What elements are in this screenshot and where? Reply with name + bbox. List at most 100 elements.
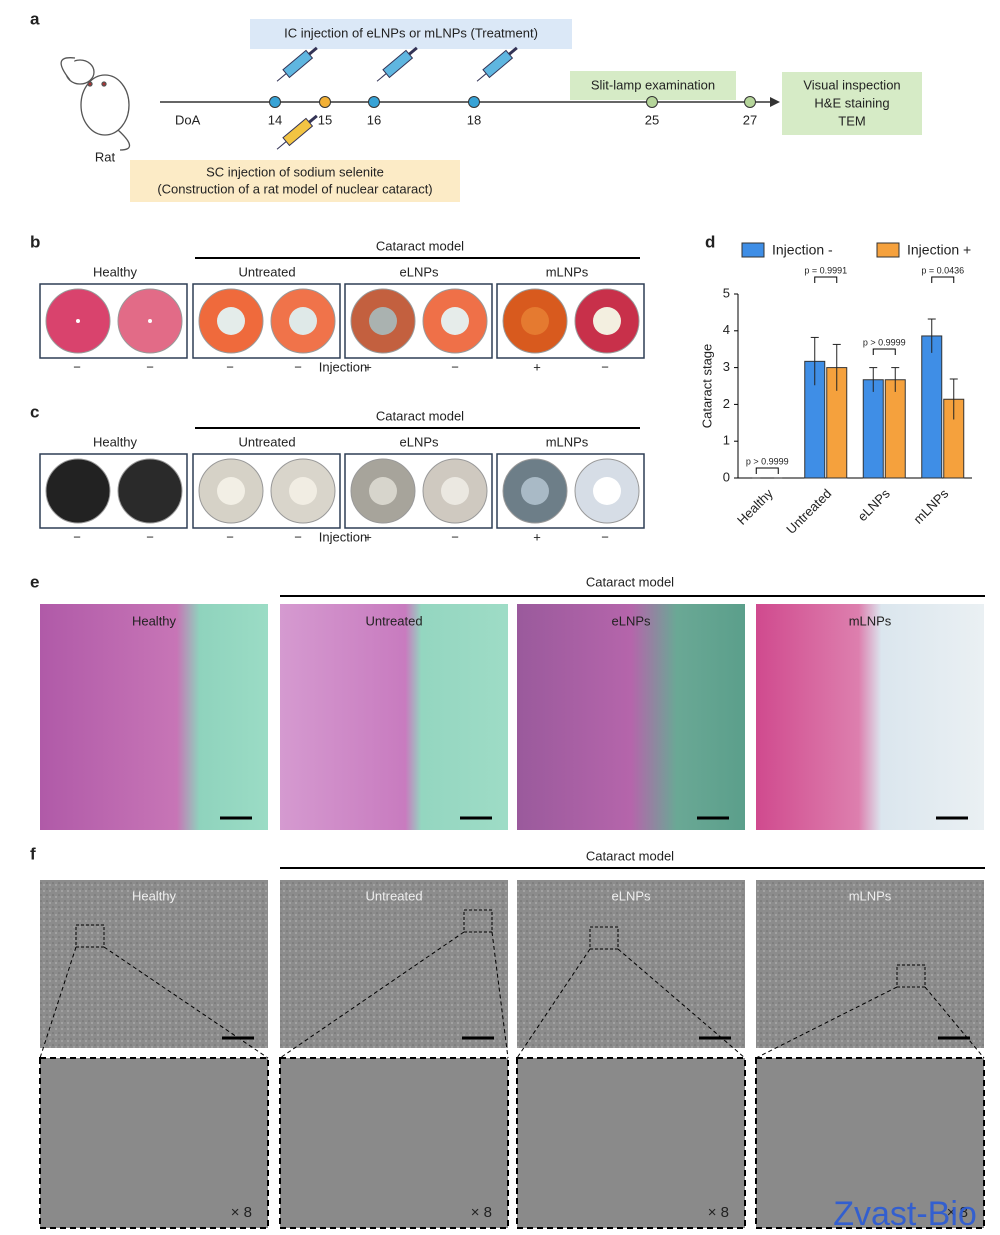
panel-d: d 0 1 2 3 4 5 Cataract stage Injection - Injecti… [699,232,972,537]
panel-label: a [30,9,40,28]
label-box [570,71,736,100]
column-label: mLNPs [849,888,892,903]
p-value: p > 0.9999 [863,337,906,347]
syringe-icon [276,114,318,150]
lens [289,477,317,505]
injection-sign: − [451,529,459,544]
x-tick-label: mLNPs [911,486,952,527]
column-label: Untreated [365,888,422,903]
day-marker [646,96,658,108]
legend-label: Injection + [907,242,971,258]
syringe-icon [476,46,518,82]
syringe-needle [376,73,387,82]
day-label: 25 [645,112,659,127]
zoom-lines [755,986,985,1059]
endpoint: H&E staining [814,95,889,110]
y-tick-label: 0 [723,469,730,484]
arrowhead [770,97,780,107]
lens [76,319,80,323]
lens [217,477,245,505]
tem-image [40,880,268,1048]
he-image [756,604,984,830]
tem-zoom-image [516,1057,746,1229]
injection-sign: + [533,359,541,374]
group-label: Cataract model [376,238,464,253]
endpoint: TEM [838,113,865,128]
syringe-body [482,49,514,79]
x-tick-label: eLNPs [855,486,894,525]
y-axis-label: Cataract stage [699,344,714,429]
day-marker [319,96,331,108]
treatment-label: IC injection of eLNPs or mLNPs (Treatmen… [284,25,538,40]
sc-label: SC injection of sodium selenite [206,164,384,179]
significance-bracket [755,467,779,474]
label-box [250,19,572,49]
bar [884,379,906,479]
column-label: eLNPs [399,264,439,279]
syringe-needle [476,73,487,82]
injection-sign: − [294,359,302,374]
lens [521,307,549,335]
zoom-lines [39,946,269,1059]
y-tick-label: 1 [723,433,730,448]
injection-sign: − [73,529,81,544]
significance-bracket [814,276,838,283]
legend-label: Injection - [772,242,833,258]
day-marker [744,96,756,108]
syringe-plunger [308,46,318,56]
group-label: Cataract model [376,408,464,423]
injection-sign: − [601,529,609,544]
day-label: 16 [367,112,381,127]
lens [441,307,469,335]
tem-image [517,880,745,1048]
syringe-plunger [508,46,518,56]
magnification: × 8 [708,1204,729,1221]
injection-sign: + [533,529,541,544]
panel-label: f [30,844,36,863]
column-label: Healthy [93,264,138,279]
injection-sign: − [73,359,81,374]
lens [593,307,621,335]
injection-sign: − [294,529,302,544]
lens [369,477,397,505]
endpoint: Visual inspection [803,77,900,92]
he-image [517,604,745,830]
injection-sign: − [226,359,234,374]
y-tick-label: 5 [723,285,730,300]
injection-label: Injection [319,359,367,374]
lens [148,489,152,493]
syringe-icon [276,46,318,82]
p-value: p = 0.0436 [921,265,964,275]
syringe-plunger [408,46,418,56]
x-tick-label: Untreated [783,486,834,537]
rat-icon [60,57,131,151]
injection-sign: − [146,359,154,374]
y-tick-label: 2 [723,396,730,411]
significance-bracket [931,276,955,283]
injection-sign: − [146,529,154,544]
syringe-plunger [308,114,318,124]
watermark: Zvast-Bio [833,1195,977,1233]
day-marker [269,96,281,108]
column-label: Healthy [132,613,177,628]
slit-lamp-label: Slit-lamp examination [591,77,715,92]
y-tick-label: 4 [723,322,730,337]
day-marker [368,96,380,108]
label-box [130,160,460,202]
lens [76,489,80,493]
syringe-icon [376,46,418,82]
injection-sign: + [364,359,372,374]
sc-label: (Construction of a rat model of nuclear … [157,181,432,196]
he-image [40,604,268,830]
he-image [280,604,508,830]
day-label: 18 [467,112,481,127]
panel-label: d [705,232,715,251]
column-label: Healthy [93,434,138,449]
legend-swatch [876,242,900,258]
group-label: Cataract model [586,848,674,863]
x-tick-label: Healthy [734,486,776,528]
injection-sign: − [451,359,459,374]
column-label: eLNPs [611,888,651,903]
panel-label: e [30,572,39,591]
tem-image [756,880,984,1048]
